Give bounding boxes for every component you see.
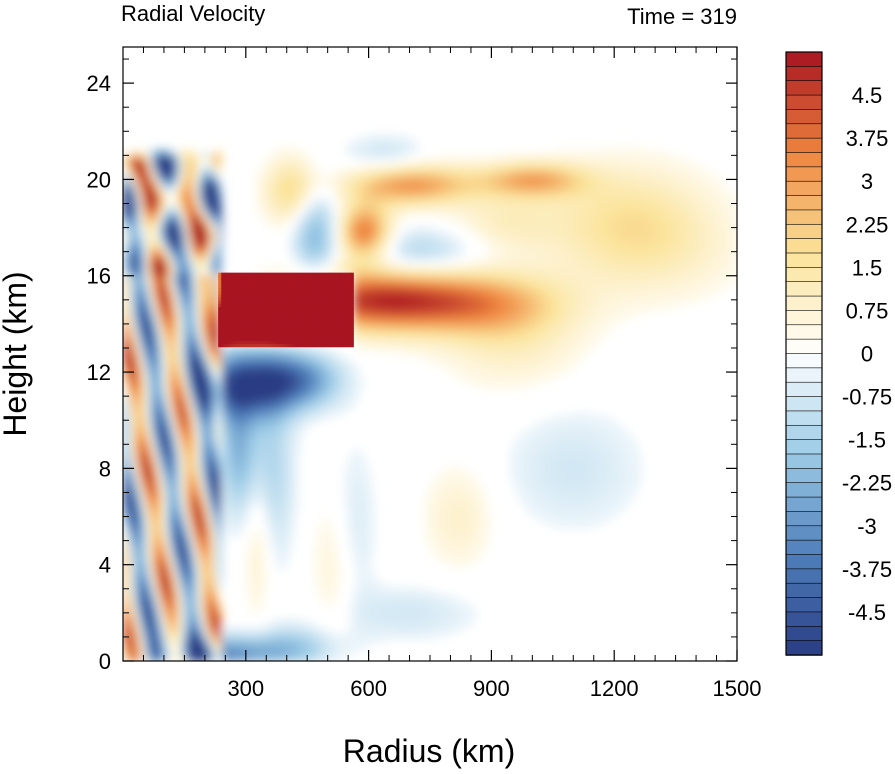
- velocity-cell: [218, 177, 222, 181]
- velocity-cell: [166, 196, 170, 200]
- velocity-cell: [218, 596, 222, 600]
- velocity-cell: [172, 149, 176, 153]
- velocity-cell: [218, 149, 222, 153]
